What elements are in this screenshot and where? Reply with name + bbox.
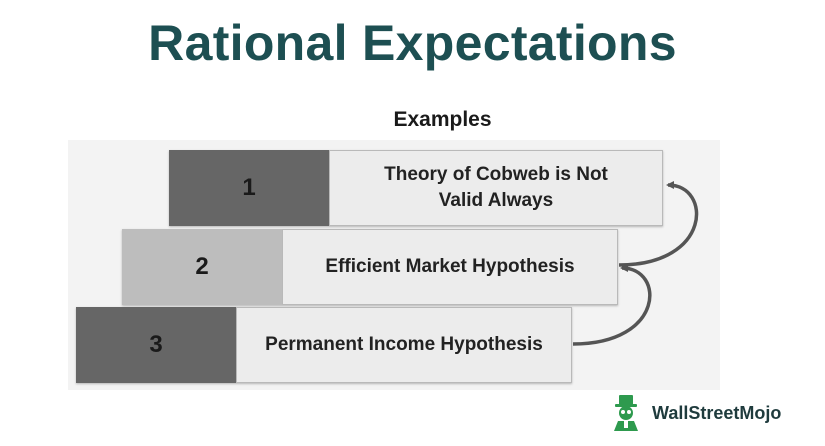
- mascot-icon: [614, 395, 638, 431]
- page-title: Rational Expectations: [148, 15, 677, 71]
- step-3: 3 Permanent Income Hypothesis: [76, 307, 572, 383]
- brand-logo: WallStreetMojo: [606, 393, 781, 433]
- step-label: Theory of Cobweb is Not Valid Always: [329, 150, 663, 226]
- arrow-3-to-2: [572, 264, 652, 346]
- step-number: 1: [169, 150, 329, 226]
- step-label: Efficient Market Hypothesis: [282, 229, 618, 305]
- step-2: 2 Efficient Market Hypothesis: [122, 229, 618, 305]
- step-label: Permanent Income Hypothesis: [236, 307, 572, 383]
- step-number: 2: [122, 229, 282, 305]
- brand-name: WallStreetMojo: [652, 402, 782, 423]
- step-1: 1 Theory of Cobweb is Not Valid Always: [169, 150, 663, 226]
- arrow-2-to-1: [618, 181, 699, 267]
- step-number: 3: [76, 307, 236, 383]
- diagram-subtitle: Examples: [393, 108, 492, 131]
